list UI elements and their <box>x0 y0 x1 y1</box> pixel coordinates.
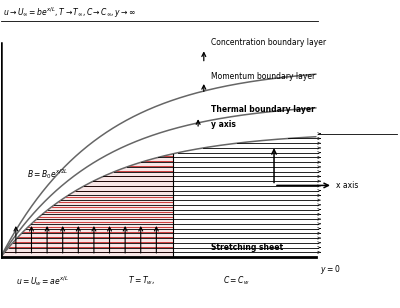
Text: x axis: x axis <box>336 181 358 190</box>
Polygon shape <box>1 154 174 257</box>
Text: Thermal boundary layer: Thermal boundary layer <box>211 105 315 114</box>
Text: $u = U_w = ae^{x/L}$: $u = U_w = ae^{x/L}$ <box>16 274 69 288</box>
Text: $T = T_w,$: $T = T_w,$ <box>128 275 154 287</box>
Text: Momentum boundary layer: Momentum boundary layer <box>211 72 316 81</box>
Text: Concentration boundary layer: Concentration boundary layer <box>211 38 326 47</box>
Text: $B = B_0 e^{x/2L}$: $B = B_0 e^{x/2L}$ <box>27 167 69 181</box>
Text: $y = 0$: $y = 0$ <box>320 263 340 276</box>
Text: $u \rightarrow U_{\infty} = be^{x/L}, T \rightarrow T_{\infty},C \rightarrow C_{: $u \rightarrow U_{\infty} = be^{x/L}, T … <box>2 5 136 19</box>
Text: $C = C_w$: $C = C_w$ <box>223 275 249 287</box>
Text: Stretching sheet: Stretching sheet <box>211 243 284 252</box>
Text: y axis: y axis <box>211 120 236 129</box>
